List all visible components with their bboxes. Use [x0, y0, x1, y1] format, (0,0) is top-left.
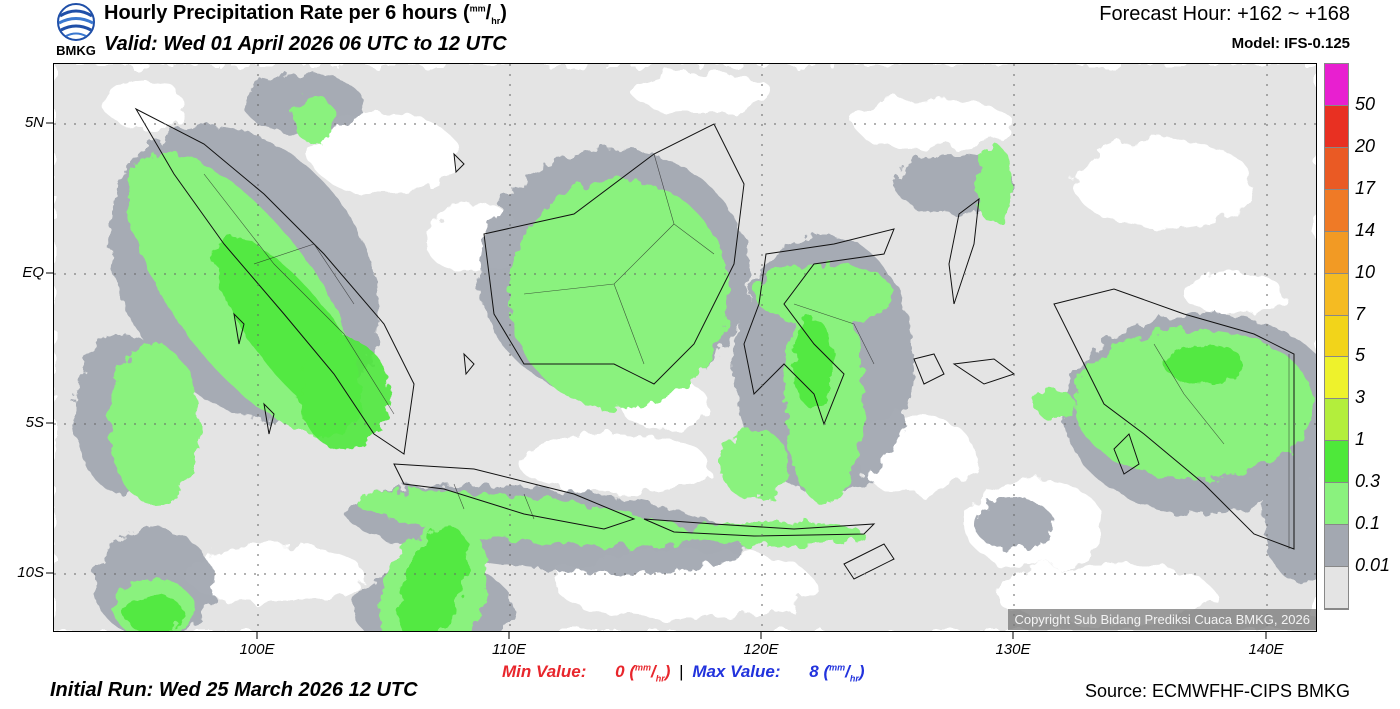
lon-label-110e: 110E [492, 641, 526, 658]
colorbar-segment [1325, 64, 1348, 106]
colorbar-label: 14 [1355, 219, 1376, 240]
precip-layer-none [104, 72, 1284, 624]
colorbar-label: 1 [1355, 429, 1366, 450]
bmkg-logo: BMKG [52, 2, 100, 60]
lon-label-120e: 120E [743, 641, 779, 658]
lat-label-eq: EQ [22, 264, 44, 281]
precipitation-map [53, 63, 1317, 632]
graticule [54, 64, 1316, 631]
colorbar-segment [1325, 105, 1348, 148]
max-label: Max Value: [692, 662, 781, 681]
min-label: Min Value: [502, 662, 587, 681]
colorbar-label: 20 [1355, 135, 1376, 156]
max-unit-den: hr [849, 673, 859, 684]
colorbar-label: 0.1 [1355, 513, 1381, 534]
lon-label-140e: 140E [1248, 641, 1284, 658]
lat-label-10s: 10S [17, 564, 44, 581]
coastlines [134, 107, 1295, 580]
min-unit-num: mm [635, 662, 652, 673]
copyright-notice: Copyright Sub Bidang Prediksi Cuaca BMKG… [1008, 609, 1316, 630]
lat-label-5n: 5N [24, 114, 44, 131]
colorbar-segment [1325, 525, 1348, 568]
colorbar-label: 17 [1355, 177, 1376, 198]
lon-label-100e: 100E [239, 641, 275, 658]
model-name: Model: IFS-0.125 [1231, 35, 1350, 52]
logo-text: BMKG [56, 43, 96, 58]
colorbar-label: 10 [1355, 261, 1376, 282]
min-value: 0 [615, 662, 625, 681]
title-text: Hourly Precipitation Rate per 6 hours [104, 2, 458, 24]
max-value: 8 [809, 662, 819, 681]
colorbar-label: 3 [1355, 387, 1366, 408]
colorbar-label: 7 [1355, 303, 1366, 324]
colorbar-label: 0.3 [1355, 471, 1381, 492]
map-title: Hourly Precipitation Rate per 6 hours (m… [104, 2, 507, 26]
lat-label-5s: 5S [25, 414, 44, 431]
max-unit-num: mm [829, 662, 846, 673]
title-unit-num: mm [469, 3, 486, 14]
colorbar-segment [1325, 147, 1348, 190]
colorbar-label: 5 [1355, 345, 1366, 366]
valid-period: Valid: Wed 01 April 2026 06 UTC to 12 UT… [104, 33, 507, 55]
data-source: Source: ECMWFHF-CIPS BMKG [1084, 681, 1350, 701]
colorbar-label: 0.01 [1355, 555, 1391, 576]
colorbar-segment [1325, 189, 1348, 232]
forecast-hour: Forecast Hour: +162 ~ +168 [1099, 3, 1350, 25]
initial-run: Initial Run: Wed 25 March 2026 12 UTC [50, 679, 418, 701]
colorbar-label: 50 [1355, 93, 1376, 114]
colorbar-segment [1325, 399, 1348, 442]
title-unit-den: hr [491, 16, 501, 26]
colorbar [1324, 63, 1349, 610]
colorbar-segment [1325, 483, 1348, 526]
colorbar-segment [1325, 231, 1348, 274]
colorbar-segment [1325, 273, 1348, 316]
colorbar-segment [1325, 357, 1348, 400]
province-boundaries [203, 153, 1290, 549]
min-max-values: Min Value: 0 (mm/hr) | Max Value: 8 (mm/… [502, 662, 865, 684]
colorbar-segment [1325, 567, 1348, 609]
lon-label-130e: 130E [995, 641, 1031, 658]
colorbar-segment [1325, 441, 1348, 484]
min-unit-den: hr [655, 673, 665, 684]
precip-layer-bright-green [124, 236, 1244, 631]
colorbar-segment [1325, 315, 1348, 358]
